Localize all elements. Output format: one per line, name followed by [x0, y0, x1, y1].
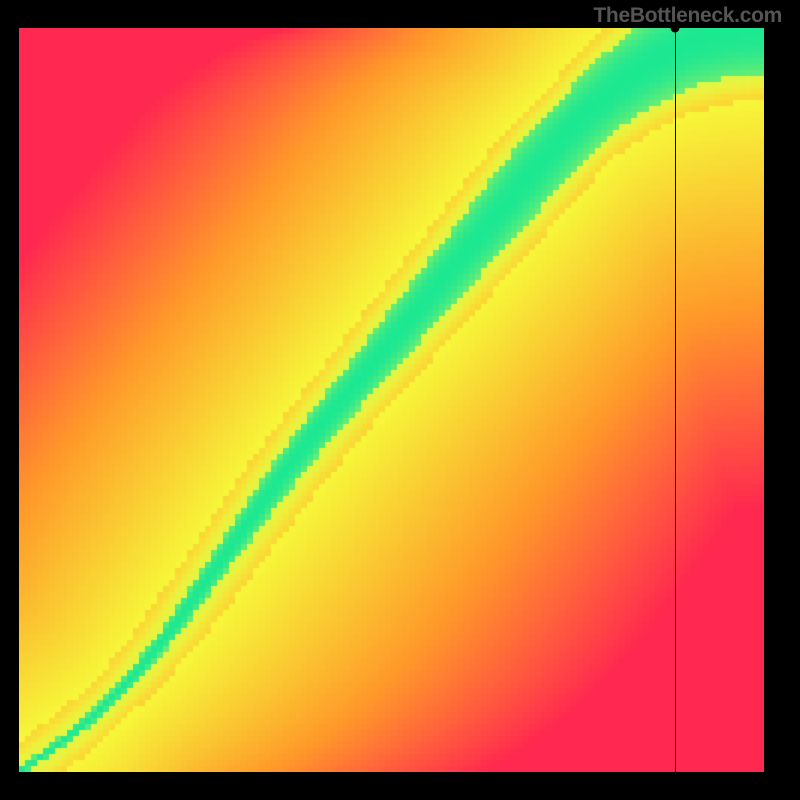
- chart-container: TheBottleneck.com: [0, 0, 800, 800]
- bottleneck-heatmap: [19, 28, 764, 772]
- vertical-indicator-line: [675, 28, 676, 772]
- watermark-text: TheBottleneck.com: [593, 4, 782, 28]
